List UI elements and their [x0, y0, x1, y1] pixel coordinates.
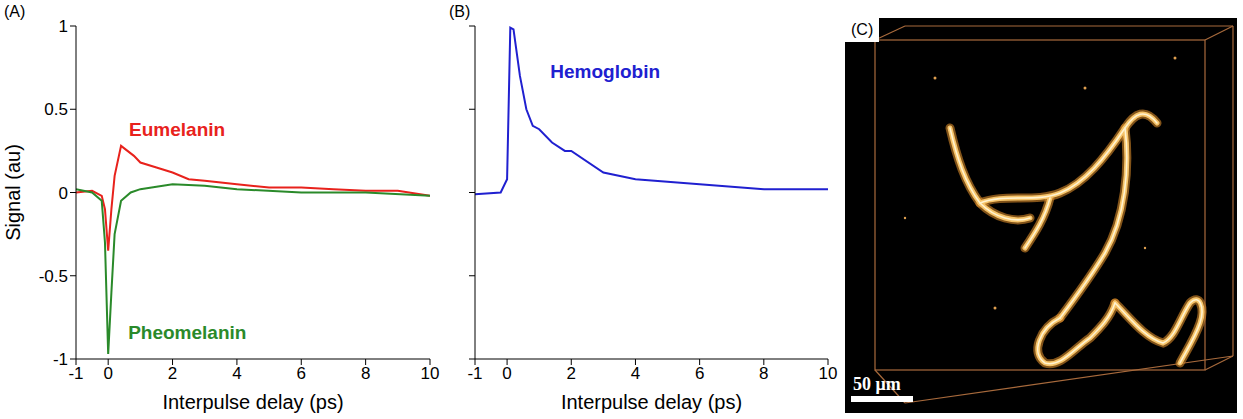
svg-text:Signal (au): Signal (au): [2, 144, 24, 241]
svg-text:6: 6: [297, 364, 306, 383]
svg-text:2: 2: [168, 364, 177, 383]
svg-text:-0.5: -0.5: [39, 267, 68, 286]
svg-text:0: 0: [502, 364, 511, 383]
svg-text:-1: -1: [68, 364, 83, 383]
svg-text:8: 8: [759, 364, 768, 383]
svg-text:0: 0: [103, 364, 112, 383]
svg-text:0.5: 0.5: [44, 100, 68, 119]
svg-text:1: 1: [59, 17, 68, 36]
svg-text:4: 4: [631, 364, 640, 383]
svg-text:2: 2: [567, 364, 576, 383]
svg-text:10: 10: [819, 364, 838, 383]
html-text:(C): (C): [851, 21, 874, 38]
svg-text:6: 6: [695, 364, 704, 383]
html-text:(B): (B): [449, 3, 471, 20]
html-text:(A): (A): [4, 3, 26, 20]
svg-text:Interpulse delay (ps): Interpulse delay (ps): [561, 391, 742, 413]
svg-text:Hemoglobin: Hemoglobin: [550, 61, 660, 82]
svg-text:Interpulse delay (ps): Interpulse delay (ps): [162, 391, 343, 413]
svg-text:8: 8: [361, 364, 370, 383]
svg-text:50 μm: 50 μm: [853, 374, 901, 394]
svg-text:-1: -1: [53, 350, 68, 369]
svg-text:-1: -1: [467, 364, 482, 383]
svg-text:Eumelanin: Eumelanin: [129, 119, 225, 140]
svg-text:4: 4: [232, 364, 241, 383]
svg-text:0: 0: [59, 184, 68, 203]
svg-text:10: 10: [421, 364, 440, 383]
svg-text:Pheomelanin: Pheomelanin: [128, 322, 246, 343]
